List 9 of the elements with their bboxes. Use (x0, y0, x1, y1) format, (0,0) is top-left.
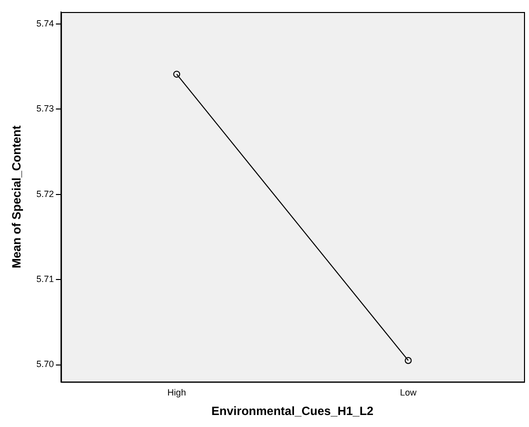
y-tick-label: 5.73 (36, 104, 54, 114)
y-tick-label: 5.72 (36, 188, 54, 199)
y-tick-label: 5.70 (36, 359, 54, 370)
y-axis-title: Mean of Special_Content (10, 126, 24, 268)
y-tick-label: 5.74 (36, 18, 54, 28)
x-axis-title: Environmental_Cues_H1_L2 (211, 404, 374, 418)
x-tick-label: Low (400, 388, 417, 398)
y-tick-label: 5.71 (36, 274, 54, 284)
x-tick-label: High (167, 388, 186, 398)
